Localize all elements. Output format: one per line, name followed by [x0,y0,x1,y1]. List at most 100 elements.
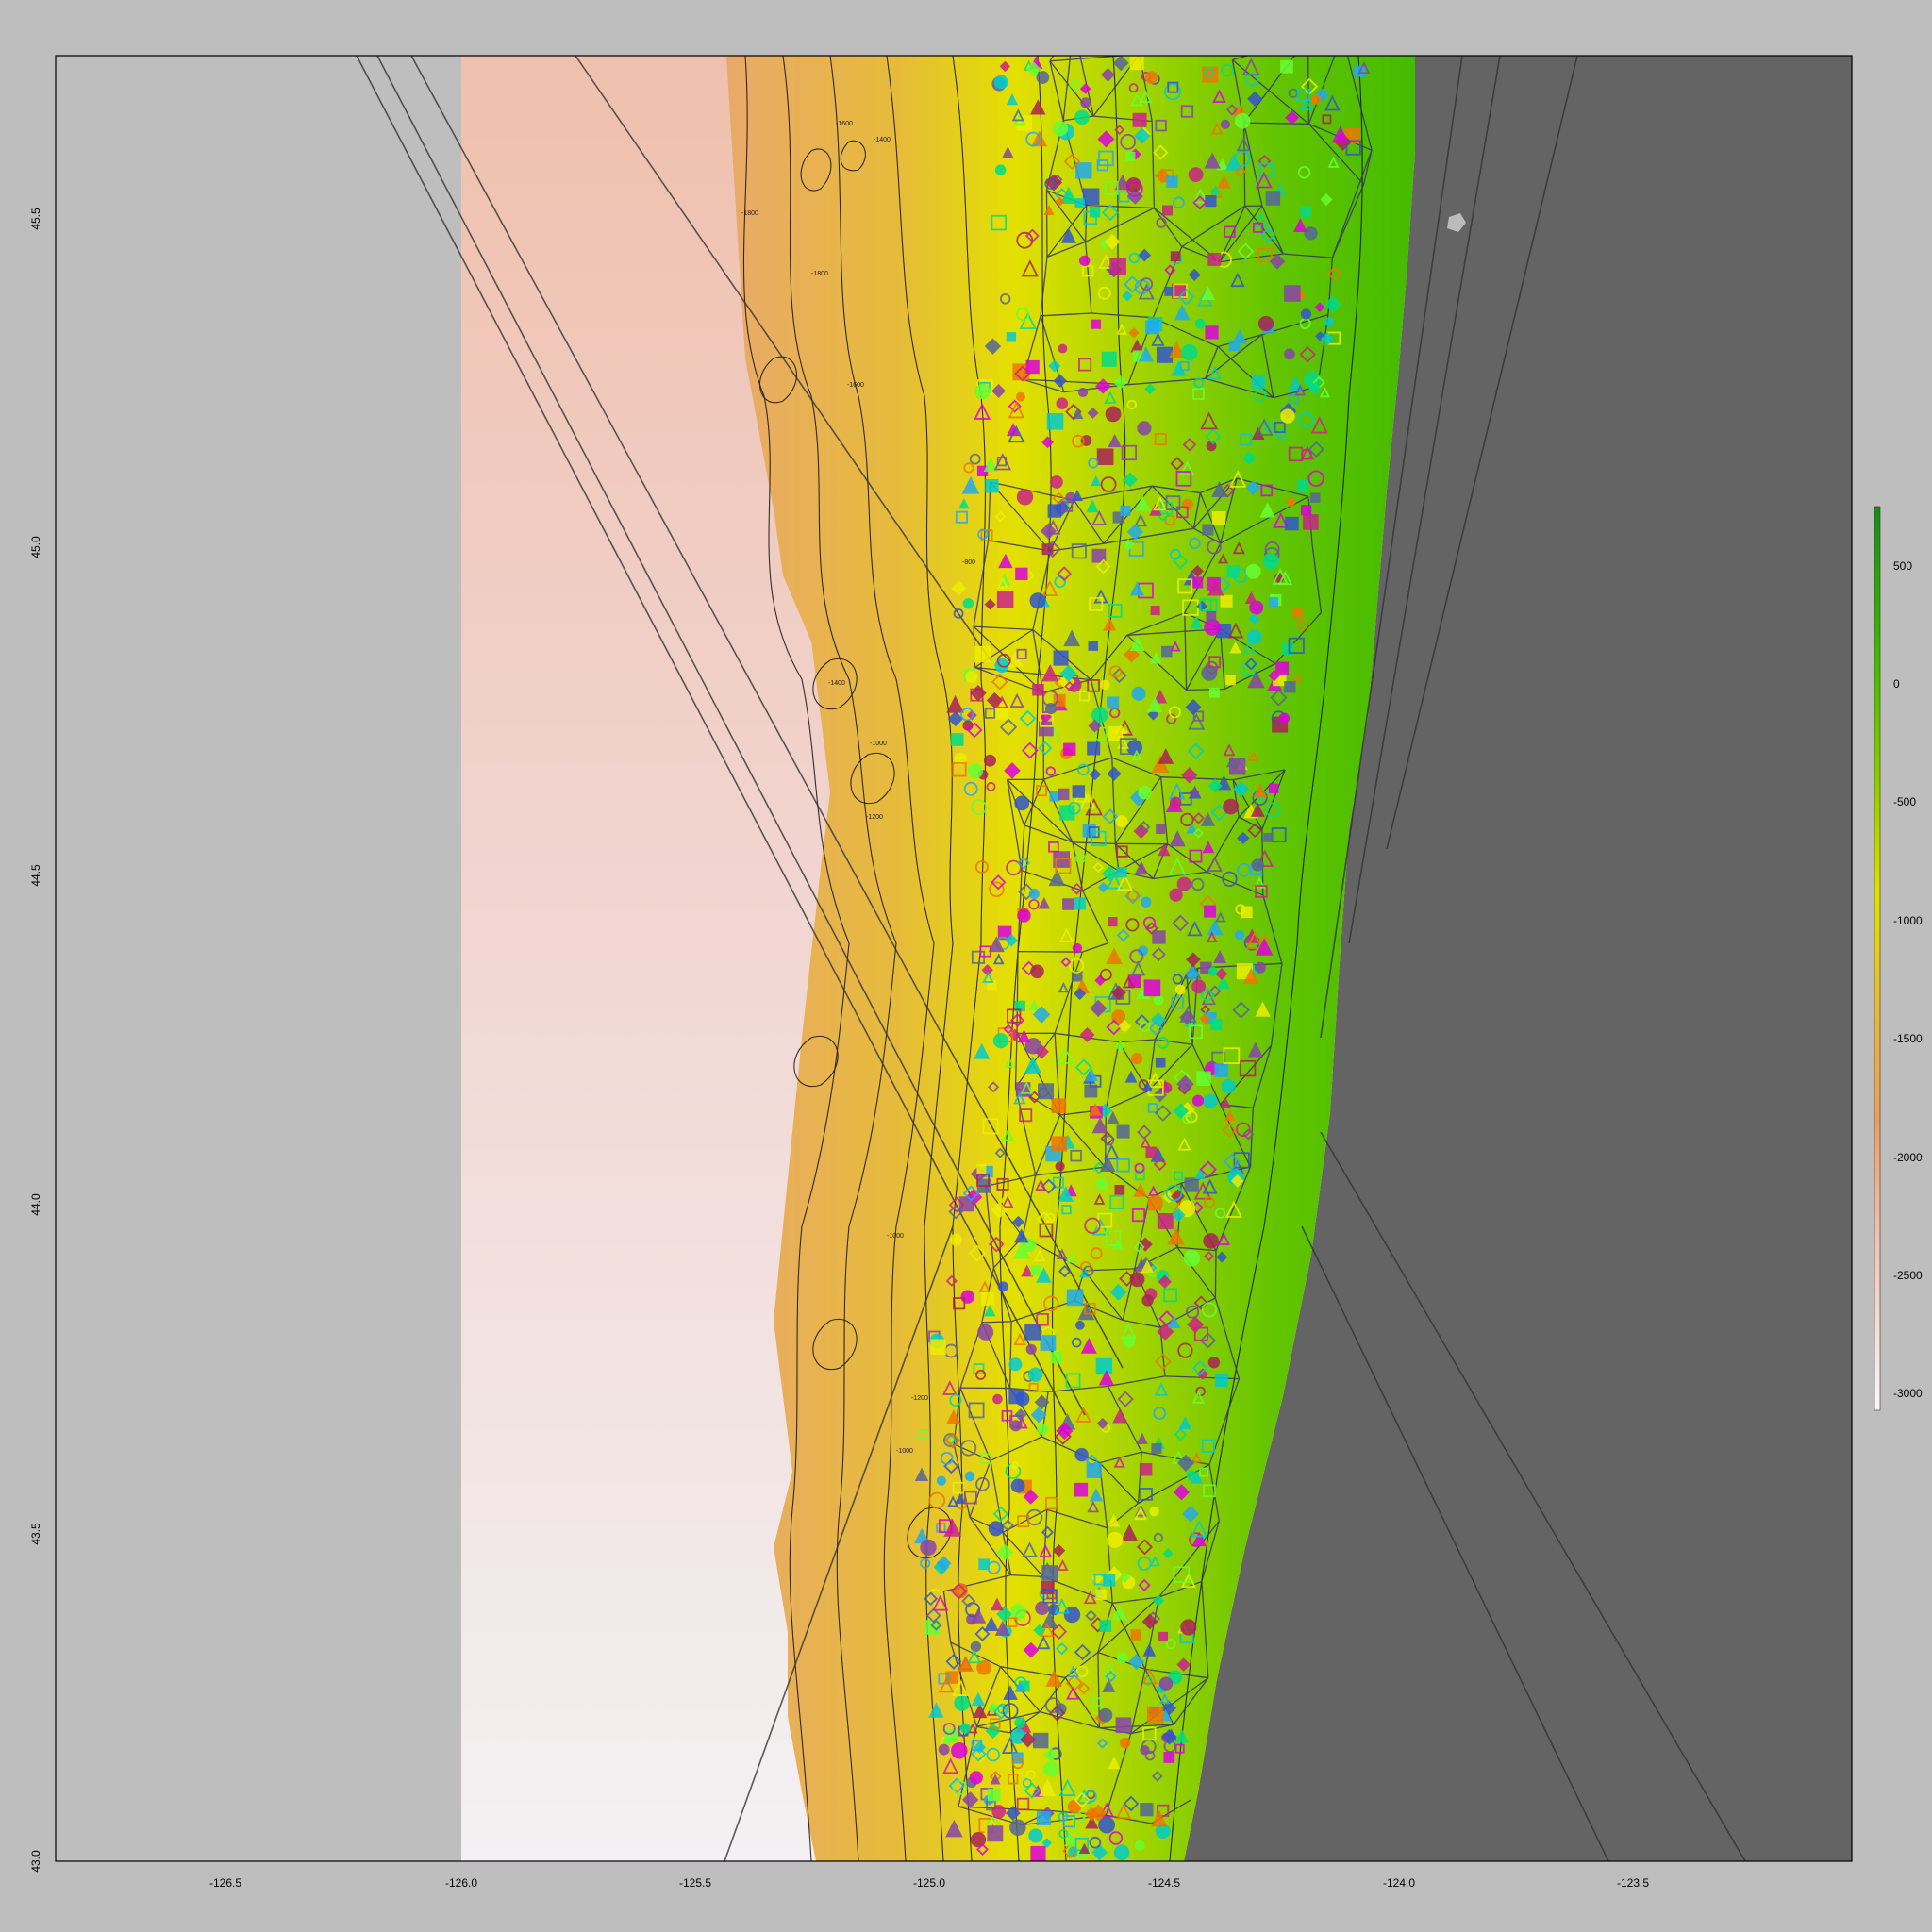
sample-symbol [985,478,999,493]
sample-symbol [925,1607,941,1624]
mesh-edge [1022,1174,1037,1238]
y-tick-label: 43.5 [29,1523,42,1545]
sample-symbol [928,1702,944,1718]
mesh-edge [1205,334,1263,379]
sample-symbol [1138,785,1152,800]
mesh-edge [990,1436,1042,1461]
sample-symbol [1137,1556,1152,1571]
sample-symbol [1104,180,1119,195]
mesh-edge [1046,1508,1108,1529]
sample-symbol [1002,146,1014,158]
sample-symbol [1067,1665,1080,1677]
sample-symbol [1124,1070,1138,1083]
sample-symbol [1137,1539,1153,1556]
sample-symbol [1205,428,1222,445]
sample-symbol [1047,504,1061,518]
sample-symbol [1126,399,1138,410]
sample-symbol [1149,1555,1160,1567]
mesh-edge [981,1321,1012,1324]
sample-symbol [974,1042,991,1059]
sample-symbol [991,673,1008,691]
sample-symbol [1084,1807,1099,1822]
mesh-edge [1040,1710,1100,1729]
sample-symbol [972,1703,988,1719]
sample-symbol [1016,1797,1030,1811]
sample-symbol [1130,1629,1142,1641]
sample-symbol [1123,646,1141,663]
sample-symbol [1239,1059,1257,1077]
sample-symbol [1114,1185,1125,1195]
sample-symbol [952,762,967,777]
sample-symbol [1257,154,1272,168]
sample-symbol [1116,323,1128,335]
sample-symbol [1017,856,1030,870]
sample-symbol [1208,579,1224,596]
x-tick-label: -126.0 [445,1876,477,1890]
mesh-edge [969,1460,991,1518]
legend-tick-label: 500 [1893,559,1912,573]
sample-symbol [1134,1162,1145,1174]
sample-symbol [1098,1707,1113,1723]
sample-symbol [1090,999,1108,1018]
sample-symbol [1168,341,1186,358]
sample-symbol [1154,1105,1172,1122]
sample-symbol [1164,264,1176,276]
sample-symbol [1232,541,1245,555]
sample-symbol [1222,1123,1237,1138]
sample-symbol [1024,1782,1041,1799]
sample-symbol [955,1492,966,1505]
sample-symbol [1045,519,1061,535]
sample-symbol [1357,61,1371,74]
sample-symbol [1082,1265,1094,1276]
sample-symbol [1062,1815,1075,1828]
sample-symbol [1028,888,1040,900]
mesh-edge [1283,253,1333,258]
mesh-edge [1042,779,1074,843]
sample-symbol [995,695,1008,708]
sample-symbol [1032,1732,1049,1749]
sample-symbol [1134,860,1149,875]
sample-symbol [1247,91,1263,108]
mesh-edge [1199,492,1222,544]
legend-tick-label: -1000 [1893,914,1923,927]
sample-symbol [1176,1657,1191,1672]
sample-symbol [975,1476,990,1491]
sample-symbol [1091,1117,1108,1134]
sample-symbol [1012,1241,1031,1259]
sample-symbol [1138,1578,1151,1591]
sample-symbol [1182,438,1197,452]
sample-symbol [977,1324,994,1341]
sample-symbol [1107,1514,1121,1527]
sample-symbol [1061,501,1074,512]
sample-symbol [1291,674,1303,685]
sample-symbol [1111,985,1126,1001]
sample-symbol [1173,554,1189,570]
mesh-edge [1103,527,1194,544]
mesh-edge [1205,346,1219,379]
sample-symbol [967,1723,978,1734]
sample-symbol [1285,516,1299,531]
sample-symbol [1223,1047,1241,1064]
sample-symbol [1150,606,1160,616]
sample-symbol [1165,495,1181,511]
sample-symbol [1274,428,1288,441]
sample-symbol [1058,1185,1074,1202]
sample-symbol [958,497,970,509]
sample-symbol [1099,1620,1112,1632]
sample-symbol [1142,1726,1157,1741]
sample-symbol [1091,1844,1108,1861]
sample-symbol [1236,1122,1251,1138]
sample-symbol [1230,272,1245,288]
sample-symbol [1074,1643,1091,1661]
mesh-edge [1137,1452,1142,1504]
sample-symbol [1033,1624,1046,1637]
legend-tick-label: -2000 [1893,1151,1923,1164]
sample-symbol [1178,1416,1192,1429]
mesh-edge [1192,492,1201,529]
sample-symbol [1087,407,1099,419]
sample-symbol [1111,1238,1124,1250]
contour-label: -1000 [887,1233,904,1240]
sample-symbol [1174,1427,1188,1441]
sample-symbol [943,1433,958,1448]
sample-symbol [942,1723,956,1736]
